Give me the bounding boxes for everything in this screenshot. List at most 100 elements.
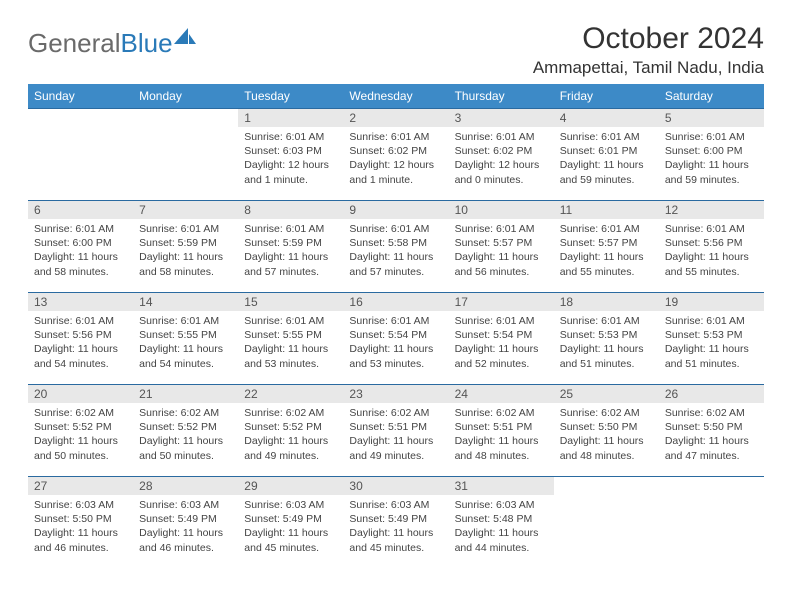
- day-number: 9: [343, 201, 448, 219]
- day-number: [133, 109, 238, 113]
- day-sun-info: Sunrise: 6:01 AMSunset: 6:02 PMDaylight:…: [449, 127, 554, 191]
- day-number: 16: [343, 293, 448, 311]
- day-number: 10: [449, 201, 554, 219]
- calendar-day-cell: 15Sunrise: 6:01 AMSunset: 5:55 PMDayligh…: [238, 293, 343, 385]
- calendar-day-cell: 5Sunrise: 6:01 AMSunset: 6:00 PMDaylight…: [659, 109, 764, 201]
- day-number: 30: [343, 477, 448, 495]
- day-number: [554, 477, 659, 481]
- calendar-day-cell: [28, 109, 133, 201]
- day-number: 12: [659, 201, 764, 219]
- logo: GeneralBlue: [28, 22, 196, 59]
- day-number: 26: [659, 385, 764, 403]
- day-number: 4: [554, 109, 659, 127]
- day-sun-info: Sunrise: 6:01 AMSunset: 5:57 PMDaylight:…: [449, 219, 554, 283]
- calendar-day-cell: 27Sunrise: 6:03 AMSunset: 5:50 PMDayligh…: [28, 477, 133, 569]
- calendar-day-cell: 4Sunrise: 6:01 AMSunset: 6:01 PMDaylight…: [554, 109, 659, 201]
- day-sun-info: Sunrise: 6:01 AMSunset: 5:53 PMDaylight:…: [554, 311, 659, 375]
- day-sun-info: Sunrise: 6:01 AMSunset: 6:00 PMDaylight:…: [28, 219, 133, 283]
- day-number: 19: [659, 293, 764, 311]
- calendar-day-cell: 22Sunrise: 6:02 AMSunset: 5:52 PMDayligh…: [238, 385, 343, 477]
- calendar-day-cell: 16Sunrise: 6:01 AMSunset: 5:54 PMDayligh…: [343, 293, 448, 385]
- calendar-day-cell: 10Sunrise: 6:01 AMSunset: 5:57 PMDayligh…: [449, 201, 554, 293]
- day-number: [28, 109, 133, 113]
- day-number: 25: [554, 385, 659, 403]
- day-sun-info: Sunrise: 6:01 AMSunset: 6:02 PMDaylight:…: [343, 127, 448, 191]
- calendar-week-row: 1Sunrise: 6:01 AMSunset: 6:03 PMDaylight…: [28, 109, 764, 201]
- day-sun-info: Sunrise: 6:01 AMSunset: 5:59 PMDaylight:…: [133, 219, 238, 283]
- day-number: 8: [238, 201, 343, 219]
- title-block: October 2024 Ammapettai, Tamil Nadu, Ind…: [533, 22, 764, 78]
- day-sun-info: Sunrise: 6:03 AMSunset: 5:48 PMDaylight:…: [449, 495, 554, 559]
- day-sun-info: Sunrise: 6:01 AMSunset: 6:00 PMDaylight:…: [659, 127, 764, 191]
- day-number: 31: [449, 477, 554, 495]
- weekday-header: Wednesday: [343, 84, 448, 109]
- day-sun-info: Sunrise: 6:02 AMSunset: 5:52 PMDaylight:…: [238, 403, 343, 467]
- calendar-day-cell: [554, 477, 659, 569]
- day-number: 21: [133, 385, 238, 403]
- calendar-day-cell: 29Sunrise: 6:03 AMSunset: 5:49 PMDayligh…: [238, 477, 343, 569]
- calendar-week-row: 6Sunrise: 6:01 AMSunset: 6:00 PMDaylight…: [28, 201, 764, 293]
- day-sun-info: Sunrise: 6:01 AMSunset: 5:54 PMDaylight:…: [449, 311, 554, 375]
- calendar-day-cell: 9Sunrise: 6:01 AMSunset: 5:58 PMDaylight…: [343, 201, 448, 293]
- calendar-day-cell: 30Sunrise: 6:03 AMSunset: 5:49 PMDayligh…: [343, 477, 448, 569]
- calendar-week-row: 27Sunrise: 6:03 AMSunset: 5:50 PMDayligh…: [28, 477, 764, 569]
- calendar-page: GeneralBlue October 2024 Ammapettai, Tam…: [0, 0, 792, 579]
- day-sun-info: Sunrise: 6:01 AMSunset: 5:55 PMDaylight:…: [133, 311, 238, 375]
- day-number: 27: [28, 477, 133, 495]
- day-sun-info: Sunrise: 6:02 AMSunset: 5:52 PMDaylight:…: [28, 403, 133, 467]
- weekday-header-row: Sunday Monday Tuesday Wednesday Thursday…: [28, 84, 764, 109]
- calendar-table: Sunday Monday Tuesday Wednesday Thursday…: [28, 84, 764, 569]
- calendar-day-cell: 12Sunrise: 6:01 AMSunset: 5:56 PMDayligh…: [659, 201, 764, 293]
- day-sun-info: Sunrise: 6:01 AMSunset: 5:56 PMDaylight:…: [659, 219, 764, 283]
- calendar-day-cell: 6Sunrise: 6:01 AMSunset: 6:00 PMDaylight…: [28, 201, 133, 293]
- day-sun-info: Sunrise: 6:02 AMSunset: 5:50 PMDaylight:…: [659, 403, 764, 467]
- day-number: 5: [659, 109, 764, 127]
- logo-sail-icon: [174, 28, 196, 44]
- calendar-day-cell: 2Sunrise: 6:01 AMSunset: 6:02 PMDaylight…: [343, 109, 448, 201]
- calendar-day-cell: 8Sunrise: 6:01 AMSunset: 5:59 PMDaylight…: [238, 201, 343, 293]
- day-number: 24: [449, 385, 554, 403]
- day-number: [659, 477, 764, 481]
- location-label: Ammapettai, Tamil Nadu, India: [533, 58, 764, 78]
- day-sun-info: Sunrise: 6:02 AMSunset: 5:52 PMDaylight:…: [133, 403, 238, 467]
- day-number: 22: [238, 385, 343, 403]
- day-sun-info: Sunrise: 6:01 AMSunset: 5:59 PMDaylight:…: [238, 219, 343, 283]
- month-title: October 2024: [533, 22, 764, 56]
- day-number: 6: [28, 201, 133, 219]
- day-number: 20: [28, 385, 133, 403]
- day-number: 7: [133, 201, 238, 219]
- header: GeneralBlue October 2024 Ammapettai, Tam…: [28, 22, 764, 78]
- day-number: 15: [238, 293, 343, 311]
- day-sun-info: Sunrise: 6:01 AMSunset: 6:01 PMDaylight:…: [554, 127, 659, 191]
- calendar-day-cell: 18Sunrise: 6:01 AMSunset: 5:53 PMDayligh…: [554, 293, 659, 385]
- day-sun-info: Sunrise: 6:02 AMSunset: 5:51 PMDaylight:…: [343, 403, 448, 467]
- day-number: 11: [554, 201, 659, 219]
- calendar-day-cell: 3Sunrise: 6:01 AMSunset: 6:02 PMDaylight…: [449, 109, 554, 201]
- day-number: 23: [343, 385, 448, 403]
- logo-text-2: Blue: [121, 28, 173, 59]
- calendar-day-cell: [133, 109, 238, 201]
- day-sun-info: Sunrise: 6:03 AMSunset: 5:49 PMDaylight:…: [133, 495, 238, 559]
- day-number: 28: [133, 477, 238, 495]
- day-sun-info: Sunrise: 6:01 AMSunset: 5:58 PMDaylight:…: [343, 219, 448, 283]
- weekday-header: Monday: [133, 84, 238, 109]
- day-sun-info: Sunrise: 6:03 AMSunset: 5:49 PMDaylight:…: [343, 495, 448, 559]
- calendar-day-cell: [659, 477, 764, 569]
- day-number: 2: [343, 109, 448, 127]
- calendar-day-cell: 11Sunrise: 6:01 AMSunset: 5:57 PMDayligh…: [554, 201, 659, 293]
- calendar-day-cell: 7Sunrise: 6:01 AMSunset: 5:59 PMDaylight…: [133, 201, 238, 293]
- calendar-day-cell: 17Sunrise: 6:01 AMSunset: 5:54 PMDayligh…: [449, 293, 554, 385]
- day-sun-info: Sunrise: 6:01 AMSunset: 5:55 PMDaylight:…: [238, 311, 343, 375]
- calendar-day-cell: 28Sunrise: 6:03 AMSunset: 5:49 PMDayligh…: [133, 477, 238, 569]
- weekday-header: Sunday: [28, 84, 133, 109]
- calendar-day-cell: 26Sunrise: 6:02 AMSunset: 5:50 PMDayligh…: [659, 385, 764, 477]
- calendar-day-cell: 13Sunrise: 6:01 AMSunset: 5:56 PMDayligh…: [28, 293, 133, 385]
- calendar-week-row: 20Sunrise: 6:02 AMSunset: 5:52 PMDayligh…: [28, 385, 764, 477]
- calendar-body: 1Sunrise: 6:01 AMSunset: 6:03 PMDaylight…: [28, 109, 764, 569]
- day-sun-info: Sunrise: 6:03 AMSunset: 5:50 PMDaylight:…: [28, 495, 133, 559]
- day-number: 13: [28, 293, 133, 311]
- day-number: 1: [238, 109, 343, 127]
- calendar-day-cell: 31Sunrise: 6:03 AMSunset: 5:48 PMDayligh…: [449, 477, 554, 569]
- calendar-day-cell: 25Sunrise: 6:02 AMSunset: 5:50 PMDayligh…: [554, 385, 659, 477]
- day-sun-info: Sunrise: 6:02 AMSunset: 5:50 PMDaylight:…: [554, 403, 659, 467]
